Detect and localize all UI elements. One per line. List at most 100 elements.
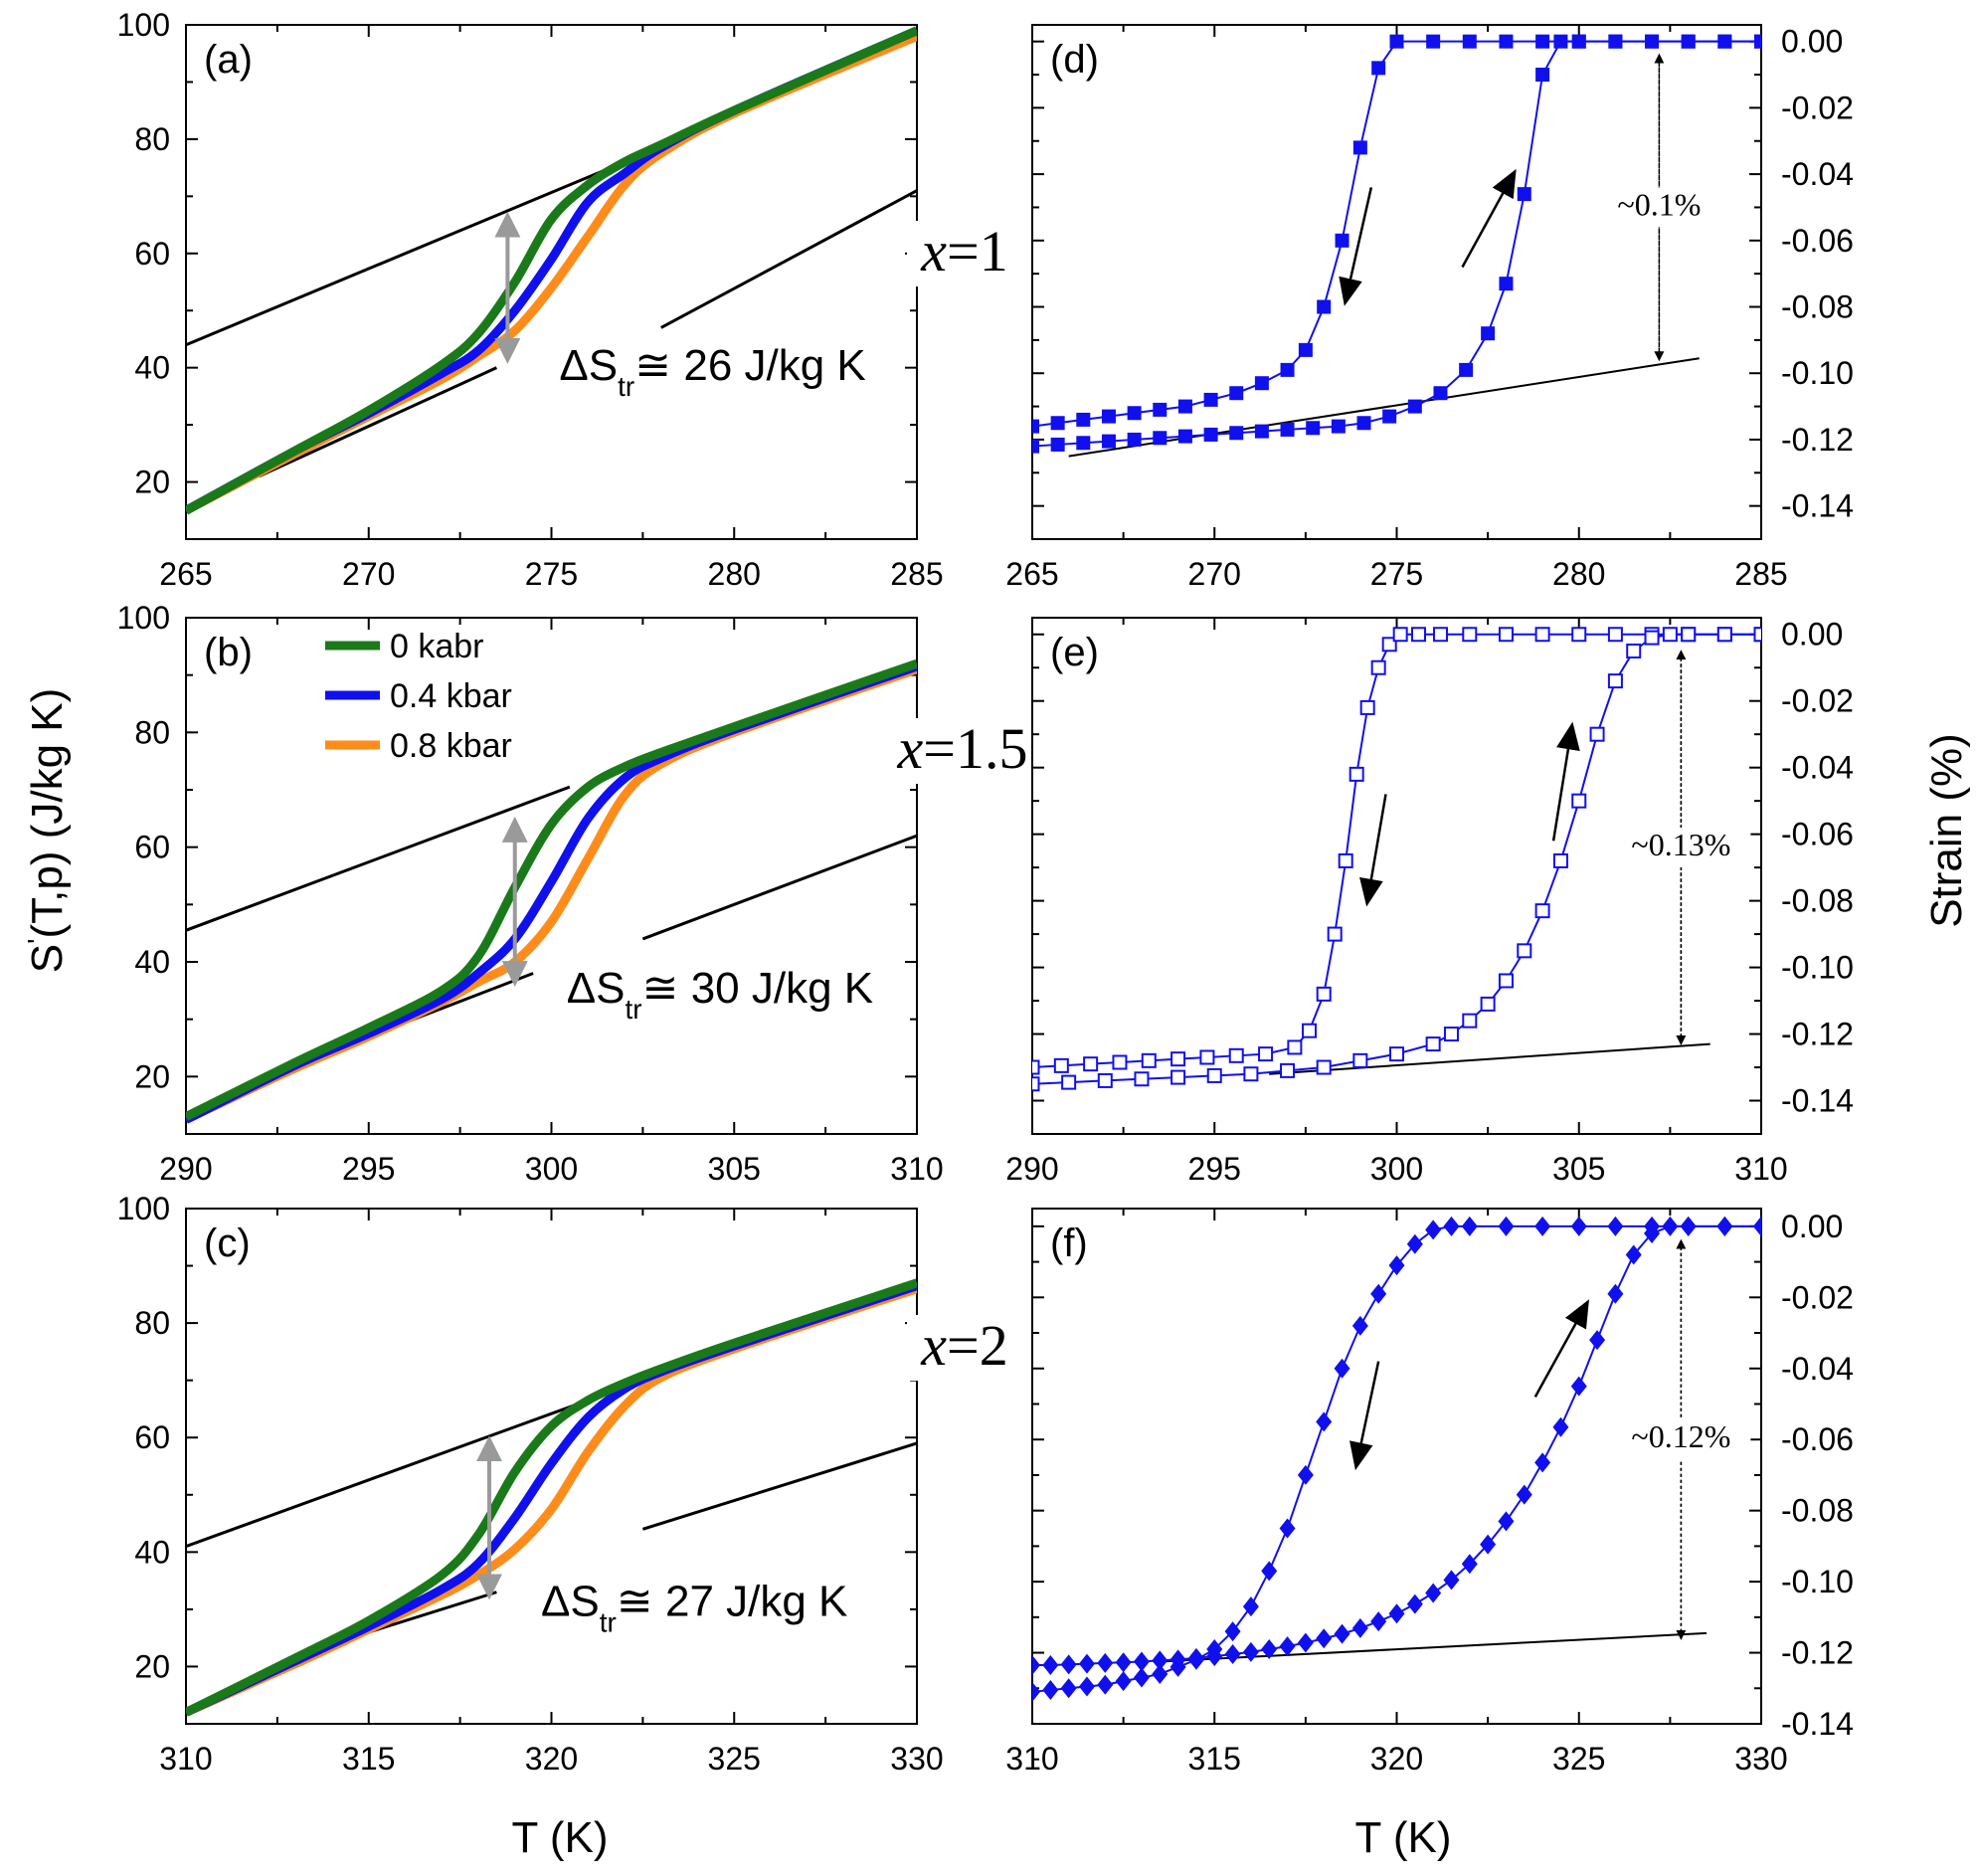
y-tick-label: -0.12: [1781, 1017, 1854, 1052]
plot-area: [1032, 627, 1761, 1092]
composition-variable: x: [920, 1313, 947, 1378]
x-tick-label: 275: [1370, 556, 1423, 592]
data-point: [1352, 140, 1367, 155]
data-point: [1443, 1027, 1459, 1042]
data-point: [1032, 1076, 1040, 1092]
composition-label-bg: [907, 221, 1022, 286]
data-point: [1406, 1594, 1423, 1614]
data-point: [1462, 1013, 1478, 1029]
y-tick-label: 80: [134, 121, 170, 157]
y-tick-label: -0.14: [1781, 1083, 1854, 1119]
data-point: [1097, 1072, 1113, 1088]
delta-s-annotation: ΔStr≅ 27 J/kg K: [541, 1577, 847, 1637]
data-point: [1101, 434, 1116, 449]
data-point: [1229, 426, 1244, 441]
panel-a: 265 270 275 280 285 20 40 60 80 100 ΔStr≅ 26 J/kg …: [117, 7, 944, 592]
x-tick-label: 285: [890, 556, 943, 592]
data-point: [1535, 34, 1550, 49]
data-point: [1287, 1039, 1303, 1055]
data-point: [1498, 627, 1514, 643]
data-point: [1297, 1632, 1314, 1653]
data-point: [1370, 1611, 1387, 1632]
x-tick-label: 300: [1370, 1151, 1423, 1187]
data-point: [1607, 1283, 1624, 1304]
data-point: [1645, 34, 1660, 49]
y-tick-label: -0.10: [1781, 1564, 1854, 1599]
x-tick-label: 285: [1734, 556, 1787, 592]
baseline-line: [1269, 1042, 1710, 1075]
data-point: [1170, 1069, 1186, 1085]
data-point: [1152, 1663, 1169, 1684]
x-tick-label: 280: [708, 556, 761, 592]
x-tick-label: 320: [525, 1741, 578, 1777]
data-point: [1097, 1652, 1114, 1673]
data-point: [1382, 409, 1397, 424]
data-point: [1571, 34, 1586, 49]
series-line-0.8-kbar: [186, 32, 917, 515]
direction-arrow: [1551, 721, 1580, 842]
panel-label: (b): [204, 631, 253, 674]
data-point: [1392, 627, 1408, 643]
data-point: [1589, 1330, 1606, 1351]
y-tick-label: -0.14: [1781, 1706, 1854, 1742]
y-tick-label: 0.00: [1781, 617, 1843, 653]
x-tick-label: 265: [159, 556, 212, 592]
data-point: [1371, 61, 1386, 76]
data-point: [1407, 399, 1422, 414]
composition-value: =2: [947, 1313, 1008, 1378]
x-tick-label: 270: [342, 556, 395, 592]
data-point: [1498, 1216, 1515, 1236]
y-tick-label: -0.10: [1781, 355, 1854, 391]
y-tick-label: -0.08: [1781, 289, 1854, 325]
data-point: [1032, 439, 1039, 454]
panel-label: (d): [1050, 38, 1099, 82]
data-point: [1480, 1534, 1497, 1555]
y-tick-label: 0.00: [1781, 1209, 1843, 1244]
composition-label: x=1: [920, 219, 1007, 283]
y-tick-label: 0.00: [1781, 24, 1843, 60]
delta-s-subscript: tr: [618, 370, 634, 401]
data-point: [1461, 1216, 1478, 1236]
series-line-0.8-kbar: [186, 664, 917, 1124]
data-point: [1662, 1216, 1679, 1236]
y-tick-label: -0.06: [1781, 223, 1854, 259]
data-point: [1534, 627, 1550, 643]
y-tick-label: -0.06: [1781, 817, 1854, 852]
y-tick-label: -0.02: [1781, 90, 1854, 125]
y-tick-label: 40: [134, 350, 170, 386]
data-point: [1498, 1511, 1515, 1532]
x-axis-label-right: T (K): [1355, 1813, 1452, 1862]
data-point: [1229, 386, 1244, 401]
data-point: [1141, 1052, 1157, 1068]
data-point: [1254, 376, 1269, 391]
data-point: [1331, 419, 1346, 434]
data-point: [1388, 1603, 1405, 1624]
data-point: [1061, 1074, 1077, 1090]
data-point: [1534, 1452, 1551, 1473]
data-point: [1570, 1376, 1587, 1397]
delta-s-annotation: ΔStr≅ 26 J/kg K: [559, 341, 865, 402]
x-tick-label: 295: [342, 1151, 395, 1187]
y-axis-label-right: Strain (%): [1922, 733, 1971, 928]
data-point: [1050, 416, 1065, 431]
panel-d: 265 270 275 280 285 0.00 -0.02 -0.04 -0.06 -0.08 -…: [1005, 24, 1854, 592]
data-point: [1317, 299, 1332, 314]
y-tick-label: 60: [134, 1419, 170, 1455]
data-point: [1115, 1652, 1132, 1673]
data-point: [1133, 1651, 1150, 1672]
data-point: [1571, 793, 1587, 809]
data-point: [1203, 427, 1218, 442]
panel-label: (e): [1050, 631, 1099, 674]
y-tick-label: 20: [134, 465, 170, 500]
y-tick-label: 100: [117, 7, 170, 43]
delta-s-value: ≅ 30 J/kg K: [642, 964, 874, 1013]
panel-f: 310 315 320 325 3300.00-0.02-0.04-0.06-0.08-…: [1005, 1208, 1854, 1777]
data-point: [1133, 1667, 1150, 1688]
legend-entry: 0.8 kbar: [390, 727, 512, 765]
data-point: [1517, 943, 1532, 959]
baseline-line: [1068, 357, 1700, 458]
panel-label: (c): [204, 1221, 251, 1265]
data-point: [1607, 673, 1623, 689]
y-tick-label: -0.04: [1781, 156, 1854, 192]
delta-s-subscript: tr: [626, 994, 642, 1025]
